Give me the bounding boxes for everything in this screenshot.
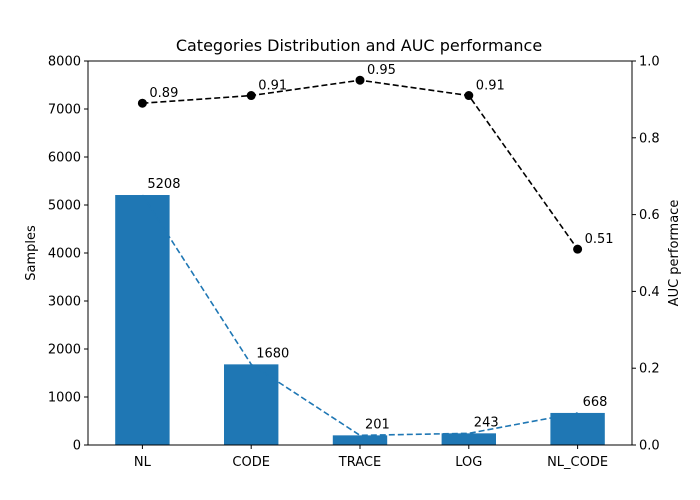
y-tick-label-left: 1000 bbox=[48, 391, 81, 406]
y-tick-label-left: 7000 bbox=[48, 103, 81, 118]
auc-marker bbox=[464, 91, 474, 101]
y-tick-label-left: 3000 bbox=[48, 295, 81, 310]
bar-value-label: 1680 bbox=[256, 346, 289, 361]
y-tick-label-left: 0 bbox=[73, 439, 81, 454]
auc-value-label: 0.91 bbox=[476, 79, 505, 94]
samples-trend-line bbox=[141, 194, 578, 437]
y-tick-label-right: 1.0 bbox=[639, 55, 660, 70]
plot-frame bbox=[87, 60, 633, 446]
x-tick-label: TRACE bbox=[338, 455, 381, 470]
x-tick-label: NL bbox=[134, 455, 152, 470]
y-tick-label-left: 4000 bbox=[48, 247, 81, 262]
bar-code bbox=[224, 364, 279, 445]
auc-marker bbox=[573, 244, 583, 254]
auc-line bbox=[142, 79, 579, 250]
y-tick-label-left: 8000 bbox=[48, 55, 81, 70]
y-tick-label-right: 0.0 bbox=[639, 439, 660, 454]
bar-value-label: 668 bbox=[583, 395, 608, 410]
x-tick-label: LOG bbox=[455, 455, 482, 470]
y-tick-label-right: 0.2 bbox=[639, 362, 660, 377]
auc-marker bbox=[137, 98, 147, 108]
auc-value-label: 0.51 bbox=[585, 232, 614, 247]
auc-value-label: 0.91 bbox=[258, 79, 287, 94]
y-tick-label-right: 0.4 bbox=[639, 285, 660, 300]
y-tick-label-left: 6000 bbox=[48, 151, 81, 166]
bar-value-label: 243 bbox=[474, 415, 499, 430]
bar-value-label: 5208 bbox=[147, 177, 180, 192]
bar-value-label: 201 bbox=[365, 417, 390, 432]
bar-log bbox=[441, 433, 496, 445]
auc-marker bbox=[355, 75, 365, 85]
bar-nl bbox=[115, 195, 170, 445]
x-tick-label: NL_CODE bbox=[547, 455, 608, 470]
y-tick-label-right: 0.6 bbox=[639, 208, 660, 223]
auc-value-label: 0.95 bbox=[367, 63, 396, 78]
chart-title: Categories Distribution and AUC performa… bbox=[176, 36, 542, 55]
auc-value-label: 0.89 bbox=[149, 86, 178, 101]
y-tick-label-left: 2000 bbox=[48, 343, 81, 358]
x-tick-label: CODE bbox=[232, 455, 270, 470]
auc-marker bbox=[246, 91, 256, 101]
y-axis-label-left: Samples bbox=[24, 225, 39, 281]
bar-nl_code bbox=[550, 412, 605, 445]
y-axis-label-right: AUC performace bbox=[667, 200, 682, 307]
y-tick-label-right: 0.8 bbox=[639, 131, 660, 146]
y-tick-label-left: 5000 bbox=[48, 199, 81, 214]
bar-trace bbox=[332, 435, 388, 445]
